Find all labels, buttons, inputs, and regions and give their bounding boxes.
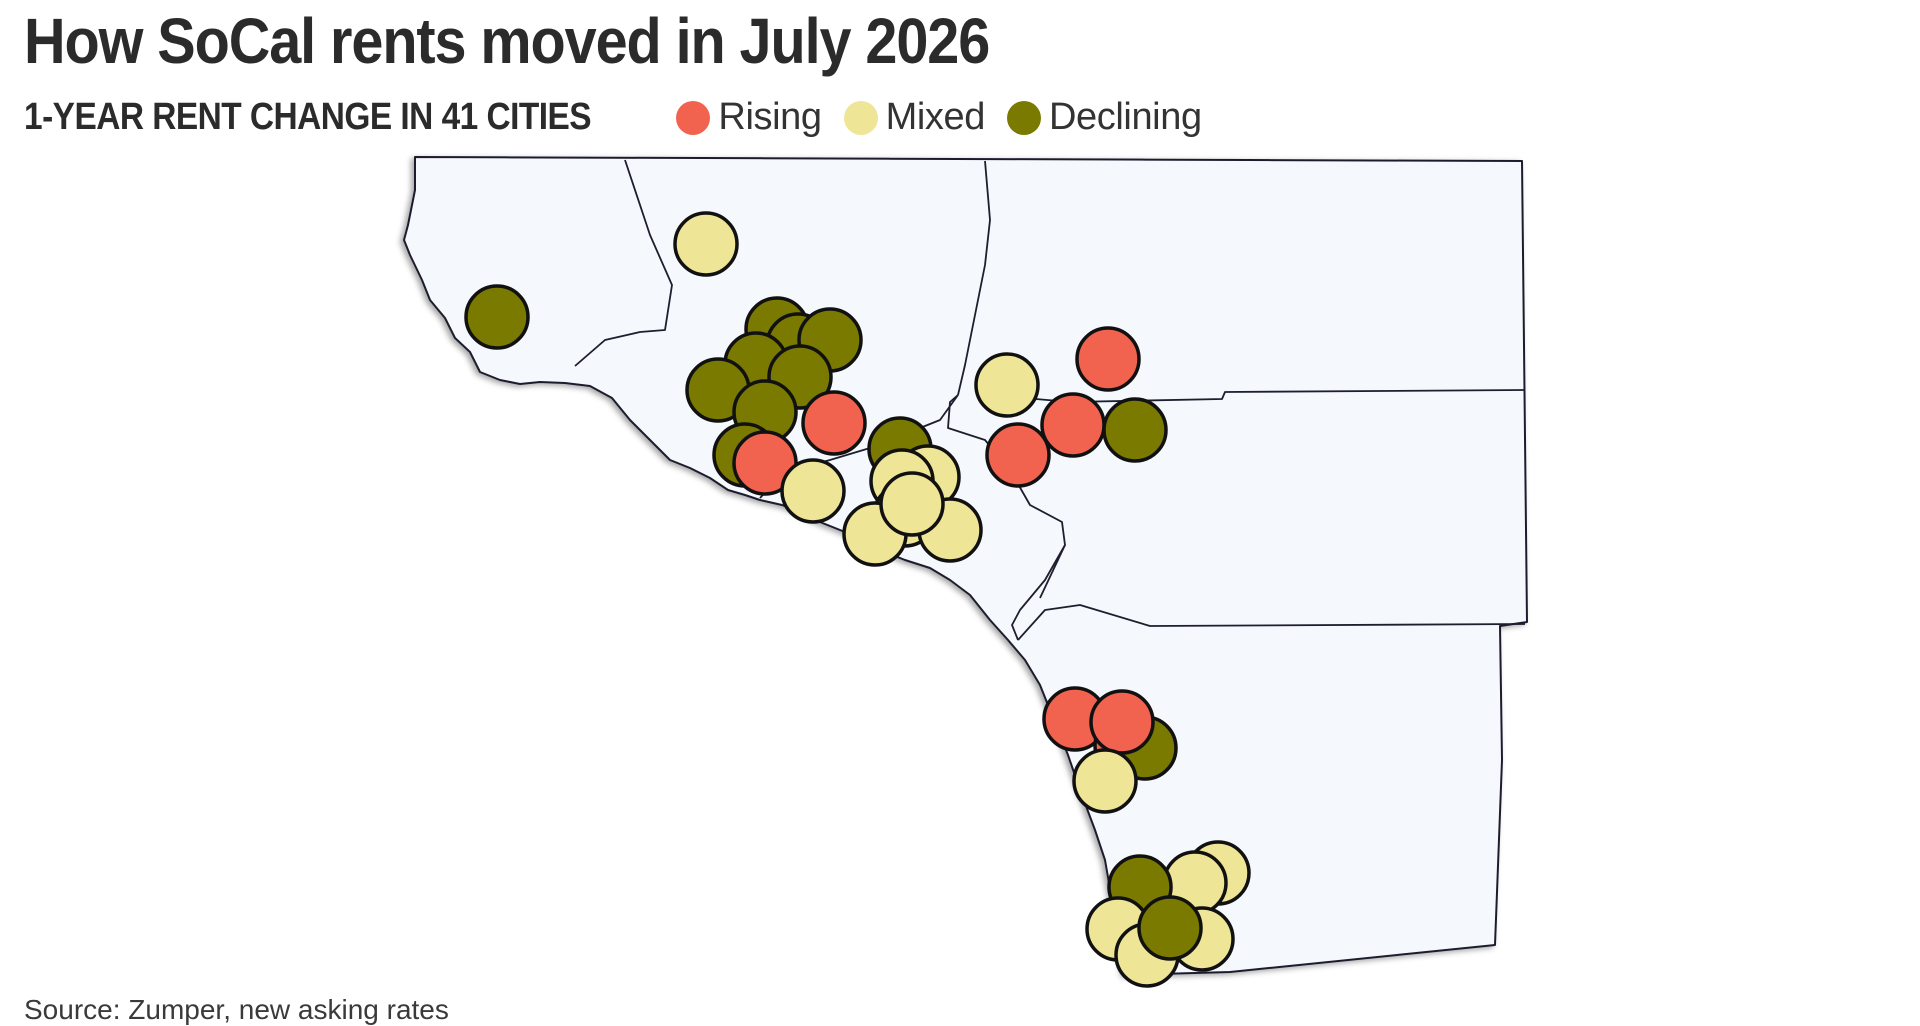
county-border-6 (1039, 544, 1066, 599)
county-border-4 (947, 394, 1066, 641)
legend-dot-declining (1006, 100, 1041, 135)
city-marker-rising-22 (1075, 326, 1141, 392)
county-border-3 (989, 389, 1526, 403)
city-marker-rising-24 (985, 422, 1051, 488)
legend-item-declining: Declining (1006, 96, 1202, 139)
legend-dot-mixed (843, 100, 878, 135)
source-note: Source: Zumper, new asking rates (24, 994, 449, 1025)
header-row: 1-YEAR RENT CHANGE IN 41 CITIES Rising M… (24, 96, 1224, 139)
legend-label-rising: Rising (718, 96, 822, 138)
city-marker-mixed-14 (780, 458, 846, 524)
legend-label-declining: Declining (1048, 96, 1202, 138)
city-marker-mixed-30 (1072, 748, 1138, 814)
city-marker-rising-13 (732, 430, 798, 496)
county-border-5 (1017, 604, 1526, 641)
chart-subtitle: 1-YEAR RENT CHANGE IN 41 CITIES (24, 96, 592, 138)
city-marker-declining-25 (1102, 397, 1168, 463)
county-map (403, 156, 1528, 976)
city-markers (464, 211, 1251, 988)
county-border-1 (574, 159, 673, 367)
land-outline (403, 156, 1528, 976)
city-marker-rising-11 (801, 390, 867, 456)
legend: Rising Mixed Declining (676, 96, 1223, 139)
city-marker-declining-37 (1137, 895, 1203, 961)
legend-label-mixed: Mixed (885, 96, 986, 138)
city-marker-declining-2 (464, 284, 530, 350)
city-marker-rising-23 (1040, 392, 1106, 458)
city-marker-mixed-20 (879, 471, 945, 537)
legend-item-rising: Rising (676, 96, 822, 139)
chart-title: How SoCal rents moved in July 2026 (24, 5, 990, 77)
city-marker-rising-29 (1089, 689, 1155, 755)
legend-item-mixed: Mixed (843, 96, 986, 139)
county-border-2 (957, 160, 991, 396)
city-marker-mixed-21 (974, 352, 1040, 418)
city-marker-mixed-1 (673, 211, 739, 277)
legend-dot-rising (676, 100, 711, 135)
